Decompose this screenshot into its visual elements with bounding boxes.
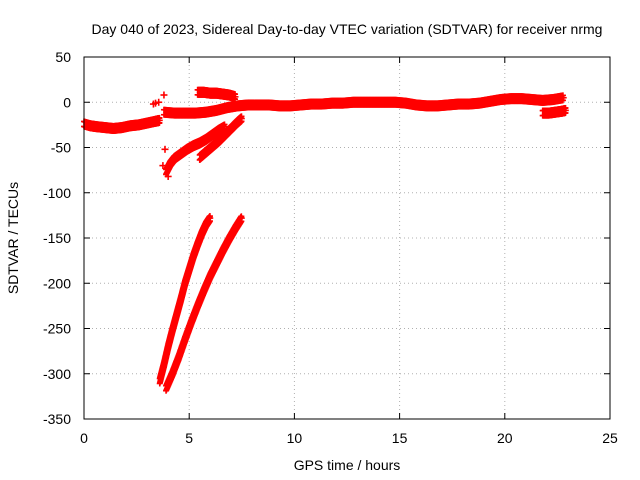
data-point [156,117,163,124]
x-tick-label: 0 [80,430,88,446]
x-tick-label: 25 [602,430,618,446]
y-tick-label: -350 [43,411,71,427]
x-tick-label: 20 [497,430,513,446]
y-tick-label: -150 [43,230,71,246]
y-axis-label: SDTVAR / TECUs [5,182,21,294]
chart-title: Day 040 of 2023, Sidereal Day-to-day VTE… [92,21,603,37]
y-tick-label: -300 [43,366,71,382]
x-tick-label: 15 [392,430,408,446]
data-points [81,86,569,394]
y-tick-label: -200 [43,275,71,291]
y-tick-label: 0 [63,94,71,110]
x-tick-label: 5 [185,430,193,446]
y-tick-label: 50 [55,49,71,65]
y-tick-label: -100 [43,185,71,201]
x-axis-label: GPS time / hours [294,457,401,473]
x-tick-label: 10 [287,430,303,446]
y-tick-label: -50 [51,140,71,156]
y-tick-label: -250 [43,321,71,337]
